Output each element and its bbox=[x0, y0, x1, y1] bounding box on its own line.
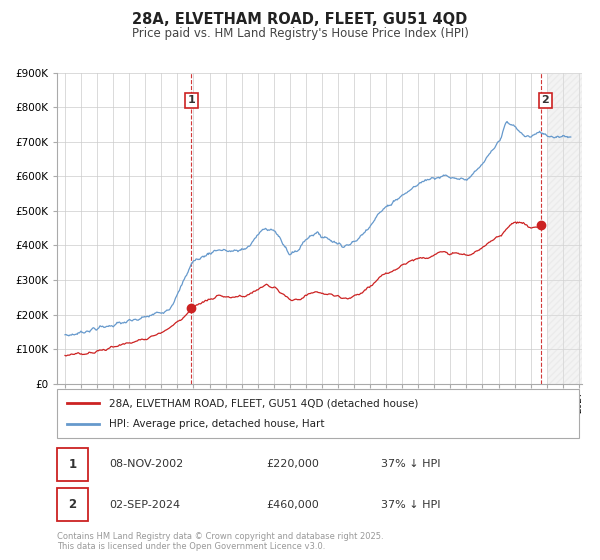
Text: 37% ↓ HPI: 37% ↓ HPI bbox=[380, 500, 440, 510]
Bar bbox=[547, 73, 582, 384]
Text: 28A, ELVETHAM ROAD, FLEET, GU51 4QD: 28A, ELVETHAM ROAD, FLEET, GU51 4QD bbox=[133, 12, 467, 27]
Text: 1: 1 bbox=[187, 95, 195, 105]
Text: 2: 2 bbox=[542, 95, 549, 105]
Text: 37% ↓ HPI: 37% ↓ HPI bbox=[380, 459, 440, 469]
FancyBboxPatch shape bbox=[57, 389, 579, 438]
Text: £220,000: £220,000 bbox=[266, 459, 319, 469]
Text: HPI: Average price, detached house, Hart: HPI: Average price, detached house, Hart bbox=[109, 419, 325, 429]
Text: 28A, ELVETHAM ROAD, FLEET, GU51 4QD (detached house): 28A, ELVETHAM ROAD, FLEET, GU51 4QD (det… bbox=[109, 398, 419, 408]
Text: 1: 1 bbox=[68, 458, 77, 470]
Text: £460,000: £460,000 bbox=[266, 500, 319, 510]
FancyBboxPatch shape bbox=[57, 488, 88, 521]
FancyBboxPatch shape bbox=[57, 447, 88, 480]
Text: 2: 2 bbox=[68, 498, 77, 511]
Text: Contains HM Land Registry data © Crown copyright and database right 2025.
This d: Contains HM Land Registry data © Crown c… bbox=[57, 532, 383, 552]
Text: 08-NOV-2002: 08-NOV-2002 bbox=[109, 459, 184, 469]
Text: 02-SEP-2024: 02-SEP-2024 bbox=[109, 500, 181, 510]
Text: Price paid vs. HM Land Registry's House Price Index (HPI): Price paid vs. HM Land Registry's House … bbox=[131, 27, 469, 40]
